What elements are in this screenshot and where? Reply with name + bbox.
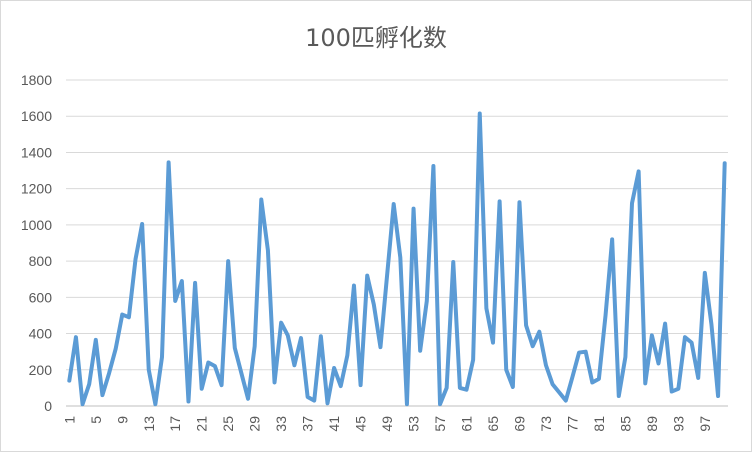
x-tick-label: 93 bbox=[670, 416, 686, 432]
x-tick-label: 61 bbox=[459, 416, 475, 432]
x-tick-label: 85 bbox=[617, 416, 633, 432]
x-tick-label: 29 bbox=[247, 416, 263, 432]
x-tick-label: 69 bbox=[511, 416, 527, 432]
series-line bbox=[67, 111, 727, 407]
series-layer bbox=[67, 111, 727, 407]
x-tick-label: 1 bbox=[61, 416, 77, 424]
y-tick-label: 1200 bbox=[21, 181, 52, 197]
x-tick-label: 33 bbox=[273, 416, 289, 432]
x-tick-label: 57 bbox=[432, 416, 448, 432]
y-tick-label: 400 bbox=[29, 326, 53, 342]
x-tick-label: 77 bbox=[564, 416, 580, 432]
x-tick-label: 49 bbox=[379, 416, 395, 432]
y-tick-label: 1400 bbox=[21, 144, 52, 160]
x-tick-label: 17 bbox=[167, 416, 183, 432]
x-tick-label: 65 bbox=[485, 416, 501, 432]
y-tick-label: 200 bbox=[29, 362, 53, 378]
x-tick-label: 81 bbox=[591, 416, 607, 432]
x-tick-label: 25 bbox=[220, 416, 236, 432]
x-axis-ticks: 1 5 9 13 17 21 25 29 33 37 41 45 49 53 57 61 65 69 73 77 81 8… bbox=[61, 416, 713, 432]
x-tick-label: 37 bbox=[300, 416, 316, 432]
y-tick-label: 0 bbox=[44, 398, 52, 414]
y-tick-label: 1000 bbox=[21, 217, 52, 233]
y-tick-label: 800 bbox=[29, 253, 53, 269]
x-tick-label: 9 bbox=[114, 416, 130, 424]
chart-title: 100匹孵化数 bbox=[305, 24, 447, 52]
x-tick-label: 41 bbox=[326, 416, 342, 432]
y-axis-ticks: 0 200 400 600 800 1000 1200 1400 1600 1800 bbox=[21, 72, 52, 414]
x-tick-label: 89 bbox=[644, 416, 660, 432]
x-tick-label: 13 bbox=[141, 416, 157, 432]
x-tick-label: 21 bbox=[194, 416, 210, 432]
y-tick-label: 1800 bbox=[21, 72, 52, 88]
y-tick-label: 600 bbox=[29, 289, 53, 305]
x-tick-label: 73 bbox=[538, 416, 554, 432]
x-tick-label: 5 bbox=[88, 416, 104, 424]
x-tick-label: 53 bbox=[406, 416, 422, 432]
y-tick-label: 1600 bbox=[21, 108, 52, 124]
x-tick-label: 45 bbox=[353, 416, 369, 432]
x-tick-label: 97 bbox=[697, 416, 713, 432]
